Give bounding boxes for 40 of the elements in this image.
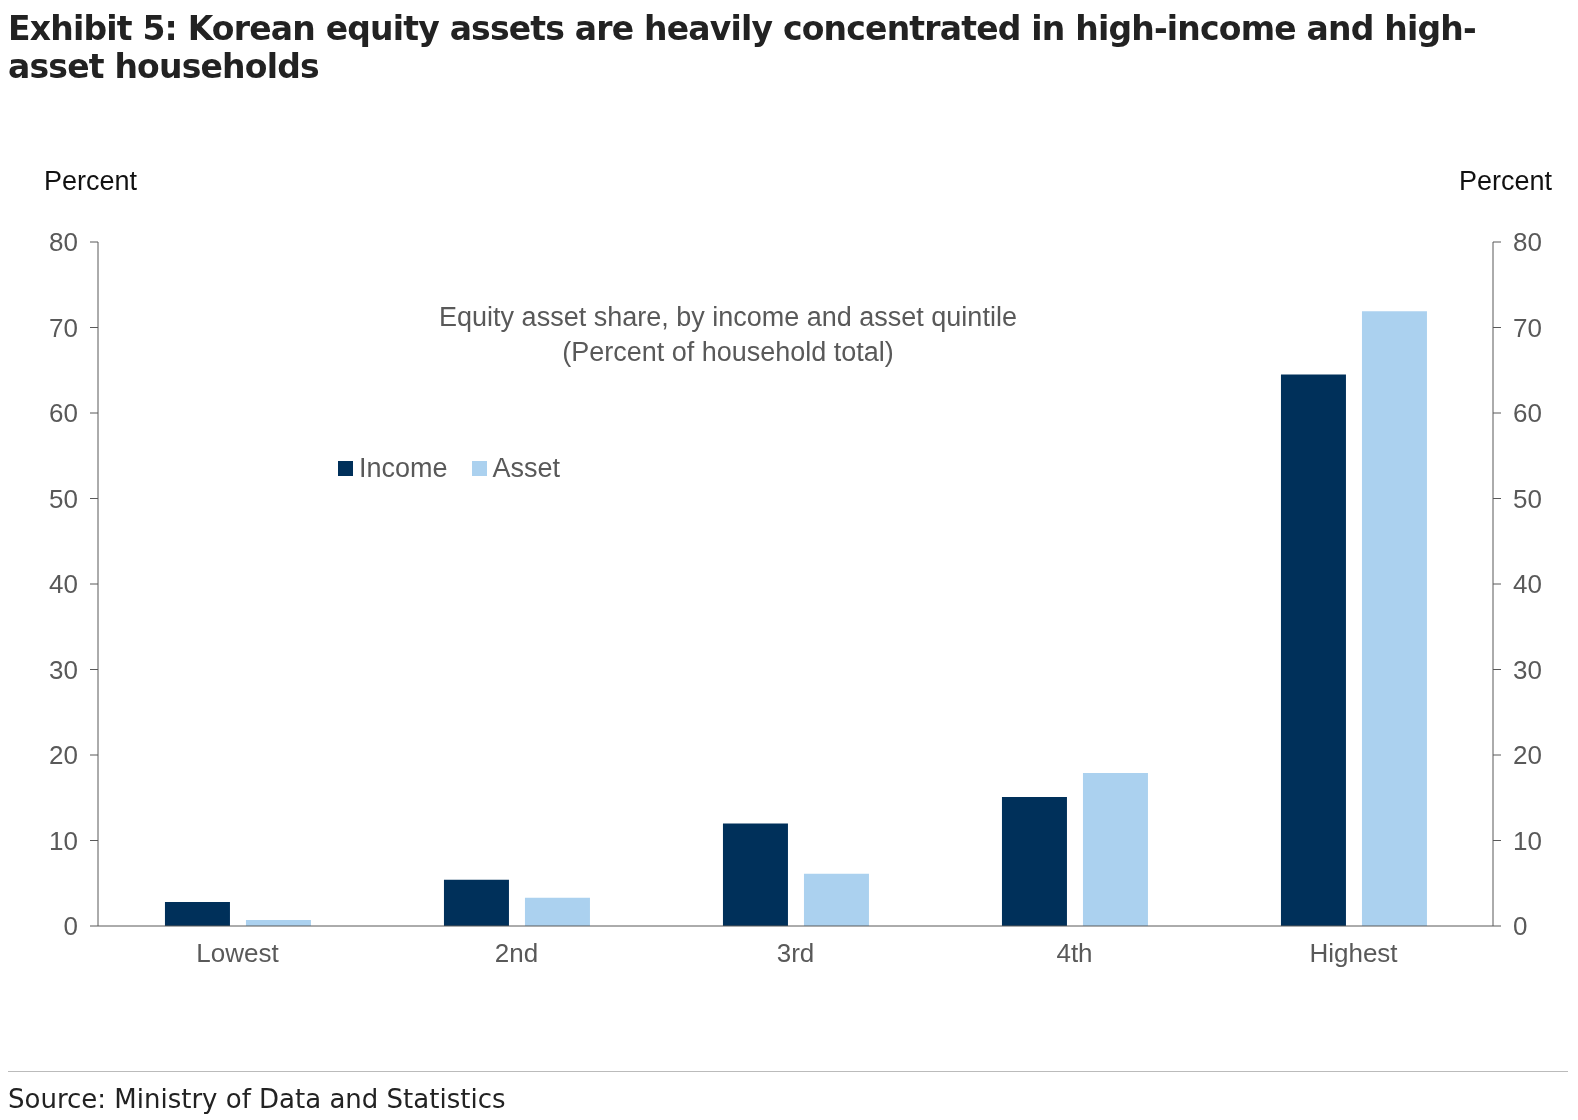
y-tick-label: 30 [49,654,78,685]
x-tick-label: 3rd [776,938,815,969]
bar [1361,311,1427,926]
legend-label: Asset [492,453,561,484]
y2-tick-label: 30 [1513,654,1542,685]
y2-tick-label: 80 [1513,227,1542,258]
bar [803,873,869,926]
y-tick-label: 70 [49,312,78,343]
y-tick-label: 50 [49,483,78,514]
source-note: Source: Ministry of Data and Statistics [8,1084,506,1114]
y2-tick-label: 0 [1513,911,1528,942]
bar [722,823,788,926]
y-tick-label: 20 [49,740,78,771]
y2-tick-label: 60 [1513,398,1542,429]
y2-axis-title: Percent [1458,166,1552,197]
bar [443,879,509,926]
annotation: (Percent of household total) [561,336,895,369]
bar [1082,772,1148,926]
x-tick-label: 2nd [494,938,539,969]
y2-tick-label: 50 [1513,483,1542,514]
y-tick-label: 40 [49,569,78,600]
y-tick-label: 80 [49,227,78,258]
y2-tick-label: 10 [1513,825,1542,856]
x-tick-label: 4th [1056,938,1093,969]
x-tick-label: Lowest [196,938,280,969]
chart-title: Exhibit 5: Korean equity assets are heavily concentrated in high-income and high-asset households [8,9,1477,86]
bar [1001,796,1067,926]
y-tick-label: 60 [49,398,78,429]
y-axis-title: Percent [44,166,138,197]
y2-tick-label: 40 [1513,569,1542,600]
bar [1280,374,1346,926]
x-tick-label: Highest [1309,938,1399,969]
y-tick-label: 10 [49,825,78,856]
y2-tick-label: 20 [1513,740,1542,771]
bar [164,902,230,926]
y2-tick-label: 70 [1513,312,1542,343]
legend-label: Income [359,453,448,484]
y-tick-label: 0 [63,911,78,942]
text: Equity asset share, by income and asset quintile [438,301,1018,334]
bar [524,897,590,926]
